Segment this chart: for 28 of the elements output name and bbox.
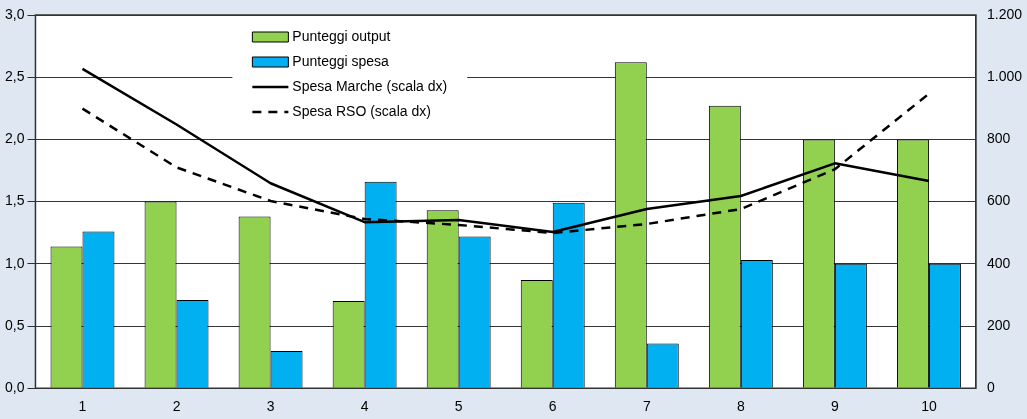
y-tick-label: 2,5 bbox=[4, 68, 25, 85]
legend-label: Spesa Marche (scala dx) bbox=[292, 77, 448, 94]
legend-label: Punteggi output bbox=[292, 27, 391, 44]
x-tick-label: 4 bbox=[360, 398, 369, 415]
x-tick-label: 3 bbox=[266, 398, 275, 415]
x-tick-label: 7 bbox=[642, 398, 651, 415]
x-tick-label: 2 bbox=[172, 398, 181, 415]
x-tick-label: 5 bbox=[454, 398, 463, 415]
y-tick-label: 0,5 bbox=[4, 316, 25, 333]
y-tick-label: 3,0 bbox=[4, 5, 25, 22]
y2-tick-label: 0 bbox=[986, 379, 995, 396]
x-tick-label: 8 bbox=[736, 398, 745, 415]
legend-label: Punteggi spesa bbox=[292, 52, 390, 69]
y2-tick-label: 600 bbox=[986, 192, 1011, 209]
y2-tick-label: 800 bbox=[986, 130, 1011, 147]
y2-tick-label: 200 bbox=[986, 316, 1011, 333]
y2-tick-label: 1.200 bbox=[986, 5, 1023, 22]
x-tick-label: 10 bbox=[921, 398, 937, 415]
y-tick-label: 0,0 bbox=[4, 379, 25, 396]
x-tick-label: 1 bbox=[78, 398, 87, 415]
y-tick-label: 1,0 bbox=[4, 254, 25, 271]
y2-tick-label: 400 bbox=[986, 254, 1011, 271]
y-tick-label: 2,0 bbox=[4, 130, 25, 147]
x-tick-label: 9 bbox=[830, 398, 839, 415]
y2-tick-label: 1.000 bbox=[986, 68, 1023, 85]
y-tick-label: 1,5 bbox=[4, 192, 25, 209]
x-tick-label: 6 bbox=[548, 398, 557, 415]
legend-label: Spesa RSO (scala dx) bbox=[292, 102, 431, 119]
